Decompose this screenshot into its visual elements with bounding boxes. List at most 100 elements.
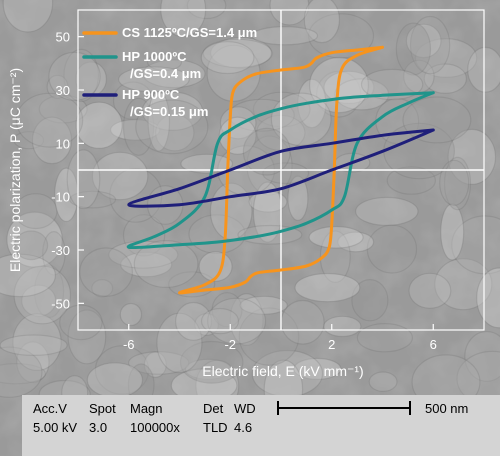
x-axis-title: Electric field, E (kV mm⁻¹) xyxy=(202,363,363,379)
sem-grain xyxy=(356,323,413,353)
sem-grain xyxy=(119,302,143,327)
sem-grain xyxy=(75,101,123,150)
y-ticks: -50 -30 -10 10 30 50 xyxy=(51,30,84,311)
sem-grain xyxy=(155,113,195,152)
y-tick-label: 10 xyxy=(56,136,70,151)
sem-grain xyxy=(366,224,418,274)
sem-grain xyxy=(33,264,65,318)
sem-grain xyxy=(175,301,213,341)
sem-grain xyxy=(337,231,375,253)
sem-grain xyxy=(2,0,54,33)
y-tick-label: 30 xyxy=(56,83,70,98)
sem-grain xyxy=(21,284,57,317)
x-ticks: -6 -2 2 6 xyxy=(123,324,437,352)
legend-label-1: CS 1125ºC/GS=1.4 μm xyxy=(122,25,257,40)
sem-grain xyxy=(48,51,101,102)
sem-grain xyxy=(109,118,161,141)
sem-grain xyxy=(439,159,470,206)
sem-grain xyxy=(211,292,243,328)
sem-grain xyxy=(147,90,171,152)
x-tick-label: 2 xyxy=(328,337,335,352)
sem-grain xyxy=(142,59,206,89)
sem-grain xyxy=(38,94,88,124)
sem-grain xyxy=(117,66,190,93)
sem-grain xyxy=(408,272,452,309)
sem-grain xyxy=(143,351,167,378)
sem-grain xyxy=(476,267,500,329)
series-line-1 xyxy=(178,45,384,295)
scale-bar xyxy=(277,407,411,409)
y-tick-label: -30 xyxy=(51,243,70,258)
sem-grain xyxy=(156,312,203,374)
sem-grain xyxy=(386,166,436,195)
sem-grain xyxy=(395,22,432,76)
scale-bar-label: 500 nm xyxy=(425,401,469,416)
sem-grain xyxy=(200,41,255,75)
y-axis-title: Electric polarization, P (μC cm⁻²) xyxy=(7,68,23,272)
sem-grain xyxy=(133,240,199,289)
databar-value-det: TLD xyxy=(203,420,228,435)
sem-grain xyxy=(238,307,300,366)
sem-grain xyxy=(360,68,424,101)
databar-value-wd: 4.6 xyxy=(234,420,253,435)
x-tick-label: 6 xyxy=(430,337,437,352)
sem-grain xyxy=(464,330,500,382)
sem-grain xyxy=(179,340,244,384)
databar-header-accv: Acc.V xyxy=(33,401,67,416)
sem-grain xyxy=(294,272,361,303)
sem-grain xyxy=(120,251,173,278)
legend-label-3: /GS=0.15 μm xyxy=(130,104,208,119)
sem-grain xyxy=(239,295,288,315)
databar-value-spot: 3.0 xyxy=(89,420,108,435)
legend-label-2: /GS=0.4 μm xyxy=(130,66,201,81)
sem-grain xyxy=(210,37,272,69)
sem-grain xyxy=(184,358,232,380)
sem-grain xyxy=(207,297,267,345)
legend-label-2: HP 1000ºC xyxy=(122,49,187,64)
sem-grain xyxy=(242,127,291,176)
sem-grain xyxy=(91,151,149,201)
databar-value-accv: 5.00 kV xyxy=(33,420,78,435)
sem-grain xyxy=(293,357,342,380)
sem-grain xyxy=(180,153,234,174)
databar-header-wd: WD xyxy=(234,401,256,416)
sem-grain xyxy=(202,38,273,69)
sem-grain xyxy=(252,181,283,243)
sem-grain xyxy=(14,230,49,261)
sem-grain xyxy=(79,247,134,297)
sem-grain xyxy=(319,230,351,284)
sem-grain xyxy=(6,211,63,268)
sem-grain xyxy=(323,315,362,338)
sem-grain xyxy=(0,363,46,385)
sem-grain xyxy=(31,116,73,165)
sem-grain xyxy=(440,203,465,261)
sem-grain xyxy=(59,304,103,341)
sem-grains xyxy=(0,0,500,420)
y-tick-label: -50 xyxy=(51,296,70,311)
databar-header-spot: Spot xyxy=(89,401,116,416)
sem-grain xyxy=(0,253,56,298)
sem-grain xyxy=(135,99,209,155)
y-tick-label: -10 xyxy=(51,190,70,205)
sem-grain xyxy=(141,91,204,132)
databar-value-magn: 100000x xyxy=(130,420,180,435)
sem-grain xyxy=(434,258,493,311)
sem-grain xyxy=(69,190,117,209)
legend-label-3: HP 900ºC xyxy=(122,87,180,102)
sem-grain xyxy=(409,15,451,75)
sem-grain xyxy=(91,279,114,298)
series-layer xyxy=(126,45,435,295)
sem-grain xyxy=(423,63,467,94)
sem-grain xyxy=(13,193,58,230)
legend: CS 1125ºC/GS=1.4 μm HP 1000ºC/GS=0.4 μm HP… xyxy=(82,25,257,119)
sem-grain xyxy=(451,215,500,275)
sem-grain xyxy=(86,362,144,399)
series-line-2 xyxy=(126,91,435,250)
databar-header-magn: Magn xyxy=(130,401,163,416)
x-tick-label: -2 xyxy=(224,337,236,352)
sem-grain xyxy=(308,225,364,249)
sem-grain xyxy=(112,81,154,121)
sem-grain xyxy=(351,279,389,322)
